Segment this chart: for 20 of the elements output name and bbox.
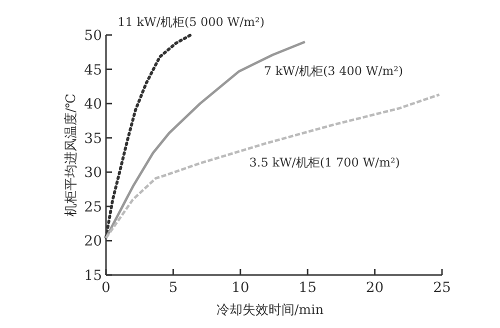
y-tick-label: 20 [84, 234, 102, 250]
y-axis-title: 机柜平均进风温度/℃ [63, 94, 79, 216]
line-series [104, 93, 441, 240]
x-tick-label: 0 [102, 280, 110, 296]
x-tick-label: 15 [298, 280, 317, 296]
y-tick-label: 45 [84, 62, 102, 78]
x-tick-label: 10 [231, 280, 250, 296]
y-tick-label: 35 [84, 130, 102, 147]
series-label: 7 kW/机柜(3 400 W/m²) [264, 64, 404, 78]
x-tick-label: 5 [168, 280, 178, 296]
y-tick-label: 30 [84, 165, 102, 182]
x-tick-label: 20 [366, 280, 384, 296]
y-tick-label: 25 [84, 199, 102, 216]
series-label: 3.5 kW/机柜(1 700 W/m²) [249, 156, 400, 170]
y-tick-label: 50 [84, 28, 102, 44]
x-tick-label: 25 [433, 280, 451, 296]
y-tick-label: 40 [84, 96, 102, 113]
x-axis-title: 冷却失效时间/min [216, 303, 324, 318]
y-tick-label: 15 [84, 268, 102, 284]
series-label: 11 kW/机柜(5 000 W/m²) [118, 15, 265, 29]
